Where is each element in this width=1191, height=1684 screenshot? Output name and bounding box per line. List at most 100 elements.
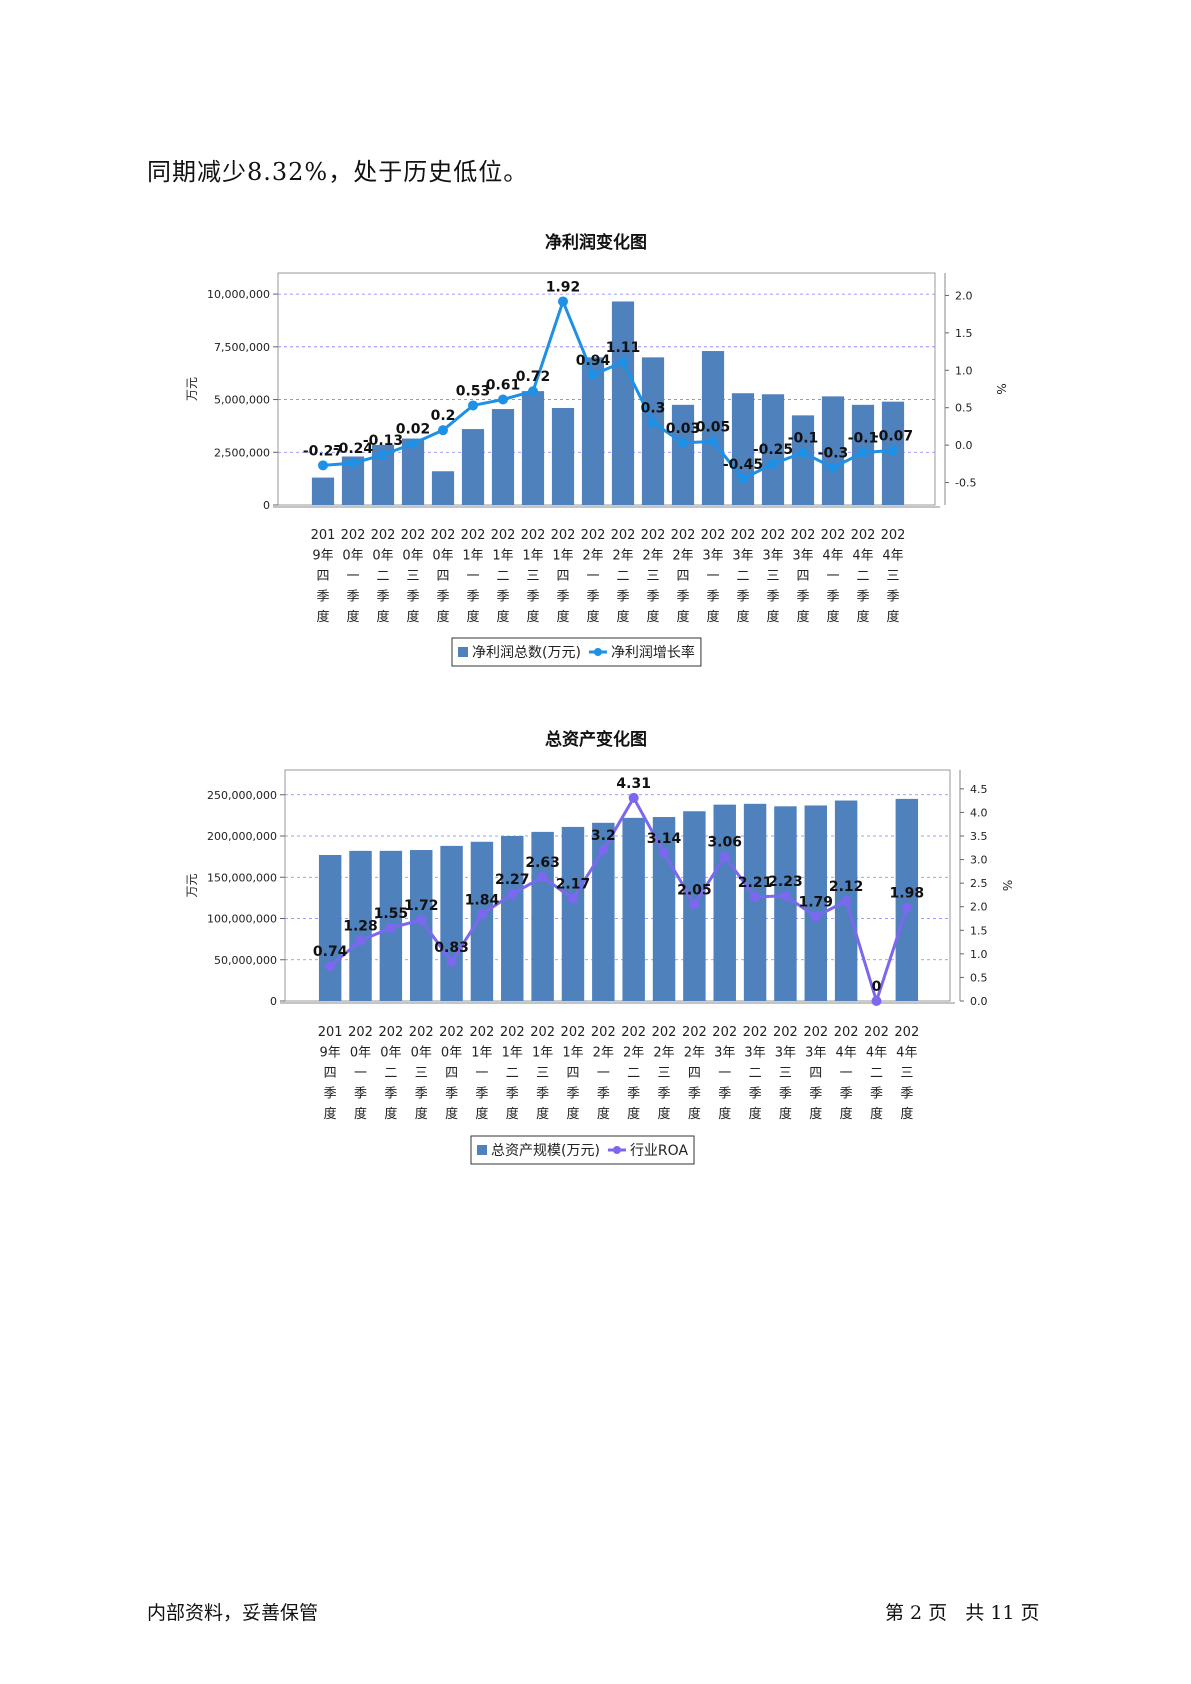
- y2-tick-label: 1.5: [955, 327, 973, 340]
- x-tick-label: 度: [796, 609, 809, 625]
- y-tick-label: 5,000,000: [214, 394, 270, 407]
- x-tick-label: 季: [856, 590, 869, 605]
- x-tick-label: 季: [646, 590, 659, 605]
- x-tick-label: 季: [566, 1087, 579, 1102]
- x-tick-label: 季: [445, 1087, 458, 1102]
- series-point: [678, 437, 688, 448]
- x-tick-label: 季: [736, 590, 749, 605]
- x-tick-label: 202: [864, 1025, 889, 1040]
- x-tick-label: 三: [536, 1066, 549, 1081]
- x-tick-label: 度: [646, 609, 659, 625]
- data-label: 3.14: [647, 831, 682, 847]
- x-tick-label: 季: [354, 1087, 367, 1102]
- legend-swatch-bar: [477, 1145, 487, 1155]
- series-point: [738, 473, 748, 484]
- x-tick-label: 度: [406, 609, 419, 625]
- data-label: 1.98: [890, 886, 925, 902]
- x-tick-label: 1年: [471, 1046, 492, 1061]
- x-tick-label: 度: [616, 609, 629, 625]
- x-tick-label: 2年: [623, 1046, 644, 1061]
- y-tick-label: 100,000,000: [207, 913, 277, 926]
- x-tick-label: 9年: [312, 549, 333, 564]
- series-point: [750, 891, 761, 902]
- x-tick-label: 度: [475, 1106, 488, 1122]
- x-tick-label: 季: [346, 590, 359, 605]
- x-tick-label: 季: [886, 590, 899, 605]
- bar: [581, 357, 605, 505]
- y2-axis-label: %: [1000, 880, 1014, 891]
- x-tick-label: 季: [536, 1087, 549, 1102]
- legend-entry: 净利润总数(万元): [472, 645, 581, 661]
- x-tick-label: 0年: [342, 549, 363, 564]
- bar: [701, 351, 725, 505]
- series-point: [438, 425, 448, 436]
- legend-box: [470, 1135, 695, 1165]
- x-tick-label: 202: [652, 1025, 677, 1040]
- x-tick-label: 四: [316, 569, 329, 584]
- data-label: 0.74: [313, 944, 348, 960]
- x-tick-label: 0年: [350, 1046, 371, 1061]
- data-label: -0.27: [303, 443, 343, 459]
- x-tick-label: 一: [706, 569, 719, 584]
- x-tick-label: 季: [900, 1087, 913, 1102]
- x-tick-label: 度: [384, 1106, 397, 1122]
- y2-tick-label: 3.5: [970, 830, 988, 843]
- series-point: [318, 460, 328, 471]
- x-tick-label: 季: [415, 1087, 428, 1102]
- x-tick-label: 季: [526, 590, 539, 605]
- x-tick-label: 度: [718, 1106, 731, 1122]
- x-tick-label: 一: [466, 569, 479, 584]
- x-tick-label: 202: [341, 528, 366, 543]
- data-label: 3.06: [707, 835, 742, 851]
- series-point: [468, 400, 478, 411]
- x-tick-label: 季: [586, 590, 599, 605]
- x-tick-label: 1年: [492, 549, 513, 564]
- x-tick-label: 季: [809, 1087, 822, 1102]
- y2-tick-label: 0.5: [955, 402, 973, 415]
- x-tick-label: 三: [886, 569, 899, 584]
- series-point: [325, 961, 336, 972]
- x-tick-label: 季: [870, 1087, 883, 1102]
- x-tick-label: 季: [406, 590, 419, 605]
- x-tick-label: 1年: [522, 549, 543, 564]
- series-point: [558, 296, 568, 307]
- bar: [318, 854, 342, 1001]
- x-tick-label: 四: [796, 569, 809, 584]
- data-label: 0.03: [666, 421, 701, 437]
- x-tick-label: 度: [506, 1106, 519, 1122]
- x-tick-label: 度: [496, 609, 509, 625]
- x-tick-label: 季: [688, 1087, 701, 1102]
- data-label: -0.13: [363, 433, 403, 449]
- data-label: 1.11: [606, 340, 641, 356]
- x-tick-label: 度: [597, 1106, 610, 1122]
- y-tick-label: 250,000,000: [207, 789, 277, 802]
- x-tick-label: 4年: [896, 1046, 917, 1061]
- bar: [592, 822, 615, 1001]
- x-tick-label: 2年: [642, 549, 663, 564]
- data-label: -0.25: [753, 442, 793, 458]
- x-tick-label: 度: [536, 1106, 549, 1122]
- bar: [774, 806, 797, 1001]
- x-tick-label: 9年: [320, 1046, 341, 1061]
- x-tick-label: 季: [766, 590, 779, 605]
- x-tick-label: 二: [496, 569, 509, 584]
- x-tick-label: 度: [826, 609, 839, 625]
- series-point: [408, 438, 418, 449]
- footer-confidential-note: 内部资料，妥善保管: [147, 1602, 319, 1624]
- series-point: [567, 893, 578, 904]
- x-tick-label: 季: [597, 1087, 610, 1102]
- x-tick-label: 四: [445, 1066, 458, 1081]
- x-tick-label: 度: [316, 609, 329, 625]
- x-tick-label: 度: [706, 609, 719, 625]
- x-tick-label: 4年: [866, 1046, 887, 1061]
- body-paragraph: 同期减少8.32%，处于历史低位。: [147, 158, 529, 186]
- x-tick-label: 4年: [835, 1046, 856, 1061]
- x-tick-label: 4年: [882, 549, 903, 564]
- x-tick-label: 季: [676, 590, 689, 605]
- x-tick-label: 0年: [432, 549, 453, 564]
- data-label: 0.2: [431, 408, 456, 424]
- series-point: [588, 369, 598, 380]
- data-label: 3.2: [591, 828, 616, 844]
- x-tick-label: 2年: [612, 549, 633, 564]
- x-tick-label: 一: [586, 569, 599, 584]
